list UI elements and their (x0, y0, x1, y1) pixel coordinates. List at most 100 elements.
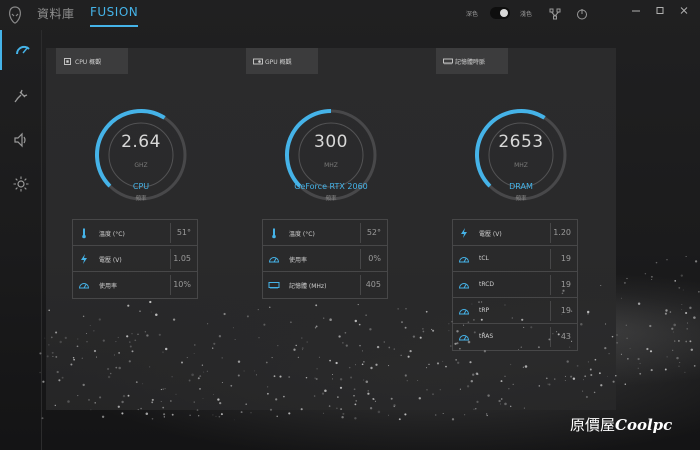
divider (550, 275, 551, 295)
particle-dot (121, 412, 124, 415)
cpu-panel: CPU 概觀 2.64 GHZ CPU 頻率 溫度 (°C) 51° 電壓 (V… (46, 48, 236, 410)
gauge-icon (458, 283, 470, 289)
particle-dot (626, 277, 628, 280)
particle-dot (678, 286, 681, 289)
memory-panel: 記憶體時脈 2653 MHZ DRAM 頻率 電壓 (V) 1.20 tCL 1… (426, 48, 616, 410)
network-icon[interactable] (548, 7, 562, 21)
particle-dot (651, 278, 653, 280)
stat-row: 溫度 (°C) 52° (263, 220, 387, 246)
particle-dot (398, 418, 401, 421)
divider (550, 249, 551, 269)
stat-label: 溫度 (°C) (99, 231, 125, 238)
particle-dot (442, 412, 444, 415)
particle-dot (681, 304, 683, 305)
cpu-gauge-unit: GHZ (134, 162, 148, 169)
divider (170, 275, 171, 295)
gpu-panel: GPU 概觀 300 MHZ GeForce RTX 2060 頻率 溫度 (°… (236, 48, 426, 410)
divider (360, 223, 361, 243)
maximize-icon[interactable] (652, 4, 668, 18)
gauge-inner-ring (298, 122, 364, 188)
stat-value: 52° (366, 228, 381, 237)
tab-library[interactable]: 資料庫 (37, 7, 75, 21)
gpu-stats-table: 溫度 (°C) 52° 使用率 0% 記憶體 (MHz) 405 (262, 219, 388, 299)
cpu-panel-title: CPU 概觀 (75, 59, 102, 66)
stat-value: 19 (560, 306, 571, 315)
sidebar-item-lighting[interactable] (0, 164, 42, 204)
particle-dot (678, 340, 680, 342)
stat-row: tRCD 19 (453, 272, 577, 298)
cpu-gauge (95, 109, 187, 201)
gauge-inner-ring (488, 122, 554, 188)
ram-stick-icon (443, 58, 453, 65)
particle-dot (664, 312, 667, 315)
sidebar (0, 30, 42, 450)
stat-row: tRAS 43 (453, 324, 577, 350)
sidebar-item-power[interactable] (0, 76, 42, 116)
lightning-icon (81, 254, 87, 264)
gauge-arc (285, 109, 332, 188)
particle-dot (220, 413, 223, 416)
close-icon[interactable] (676, 4, 692, 18)
power-icon[interactable] (575, 7, 589, 21)
brightness-icon (13, 176, 29, 192)
thermometer-icon (272, 228, 276, 239)
particle-dot (666, 259, 668, 261)
particle-dot (686, 328, 688, 330)
gpu-card-icon (253, 58, 263, 65)
particle-dot (693, 365, 696, 367)
minimize-icon[interactable] (628, 4, 644, 18)
particle-dot (623, 281, 626, 284)
particle-dot (665, 309, 668, 312)
cpu-panel-tab: CPU 概觀 (56, 48, 128, 74)
particle-dot (629, 347, 631, 349)
divider (170, 249, 171, 269)
particle-dot (342, 412, 345, 415)
stat-value: 405 (365, 280, 381, 289)
particle-dot (673, 323, 676, 327)
particle-dot (627, 358, 629, 360)
sidebar-item-audio[interactable] (0, 120, 42, 160)
particle-dot (685, 311, 688, 315)
particle-dot (682, 289, 684, 291)
speaker-icon (14, 132, 26, 148)
memory-panel-title: 記憶體時脈 (455, 59, 486, 66)
particle-dot (690, 348, 694, 352)
particle-dot (620, 297, 622, 299)
particle-dot (674, 340, 676, 342)
memory-stats-table: 電壓 (V) 1.20 tCL 19 tRCD 19 tRP 19 (452, 219, 578, 351)
particle-dot (377, 410, 381, 414)
particle-dot (616, 334, 618, 336)
tab-fusion[interactable]: FUSION (90, 5, 139, 27)
stat-row: 記憶體 (MHz) 405 (263, 272, 387, 298)
particle-dot (616, 341, 619, 344)
particle-dot (650, 275, 653, 278)
particle-dot (250, 412, 252, 414)
particle-dot (639, 372, 642, 375)
cpu-device-name: CPU (132, 182, 150, 191)
divider (360, 275, 361, 295)
sidebar-item-performance[interactable] (0, 30, 42, 70)
stat-label: 使用率 (99, 283, 118, 290)
stat-value: 51° (176, 228, 191, 237)
stat-row: 電壓 (V) 1.05 (73, 246, 197, 272)
stat-value: 19 (560, 280, 571, 289)
memory-gauge (475, 109, 567, 201)
theme-light-label: 淺色 (520, 11, 533, 18)
memory-gauge-value: 2653 (498, 132, 544, 152)
theme-toggle[interactable] (490, 7, 510, 19)
speedometer-icon (15, 45, 30, 55)
stat-value: 1.05 (173, 254, 191, 263)
particle-dot (151, 418, 154, 420)
particle-dot (698, 291, 700, 293)
particle-dot (212, 414, 214, 416)
particle-dot (341, 416, 344, 419)
particle-dot (189, 414, 191, 417)
particle-dot (354, 417, 357, 420)
particle-dot (679, 362, 681, 363)
particle-dot (637, 302, 641, 305)
stat-row: tCL 19 (453, 246, 577, 272)
particle-dot (42, 380, 45, 383)
stat-label: tRAS (479, 333, 494, 340)
particle-dot (676, 356, 679, 360)
gauge-arc (475, 109, 546, 188)
